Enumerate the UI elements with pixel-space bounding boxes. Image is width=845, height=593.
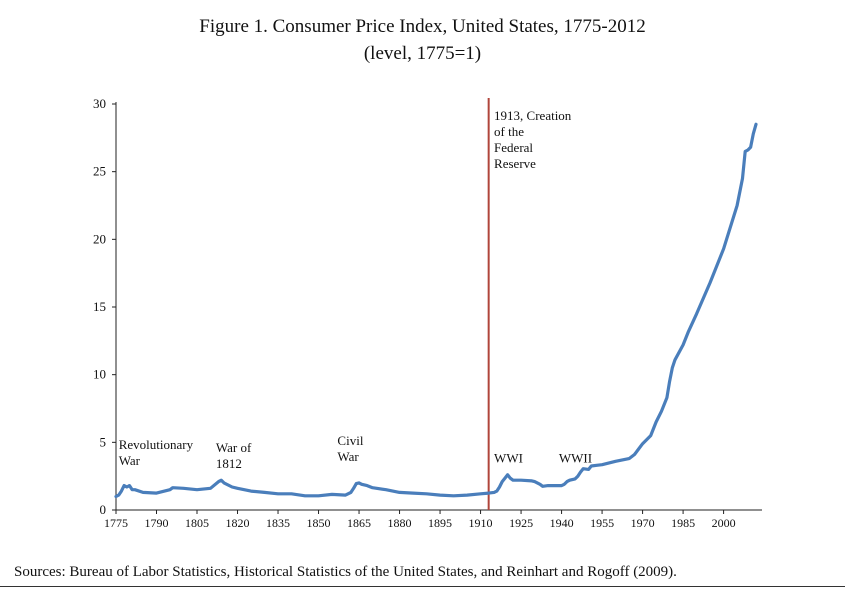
x-tick-label: 1955 <box>590 516 614 530</box>
x-tick-label: 1865 <box>347 516 371 530</box>
chart-subtitle: (level, 1775=1) <box>363 43 482 64</box>
y-tick-label: 30 <box>93 96 106 111</box>
event-annotation: WWI <box>494 451 523 466</box>
bottom-rule <box>0 586 845 587</box>
x-tick-label: 1790 <box>145 516 169 530</box>
y-tick-label: 20 <box>93 231 106 246</box>
x-tick-label: 1940 <box>550 516 574 530</box>
x-tick-label: 1820 <box>226 516 250 530</box>
x-tick-label: 1925 <box>509 516 533 530</box>
x-tick-label: 1970 <box>631 516 655 530</box>
chart-title: Figure 1. Consumer Price Index, United S… <box>199 16 646 37</box>
y-tick-label: 25 <box>93 164 106 179</box>
source-note: Sources: Bureau of Labor Statistics, His… <box>14 564 677 580</box>
event-annotation: Revolutionary War <box>119 437 194 468</box>
event-annotation: Civil War <box>337 433 363 464</box>
x-tick-label: 2000 <box>712 516 736 530</box>
y-tick-label: 15 <box>93 299 106 314</box>
cpi-series-line <box>114 122 758 499</box>
x-tick-label: 1805 <box>185 516 209 530</box>
x-tick-label: 1895 <box>428 516 452 530</box>
y-tick-label: 10 <box>93 367 106 382</box>
y-tick-label: 5 <box>100 434 107 449</box>
event-annotation: 1913, Creation of the Federal Reserve <box>494 108 572 171</box>
x-tick-label: 1910 <box>469 516 493 530</box>
x-tick-label: 1775 <box>104 516 128 530</box>
x-tick-label: 1850 <box>307 516 331 530</box>
cpi-line-chart: 0 5 10 15 20 25 30 1775 1790 1805 1820 1835 1850 1865… <box>93 96 762 530</box>
y-tick-label: 0 <box>100 502 107 517</box>
x-tick-label: 1835 <box>266 516 290 530</box>
x-tick-label: 1985 <box>671 516 695 530</box>
x-tick-label: 1880 <box>388 516 412 530</box>
event-annotation: War of 1812 <box>216 440 252 471</box>
event-annotation: WWII <box>559 451 592 466</box>
